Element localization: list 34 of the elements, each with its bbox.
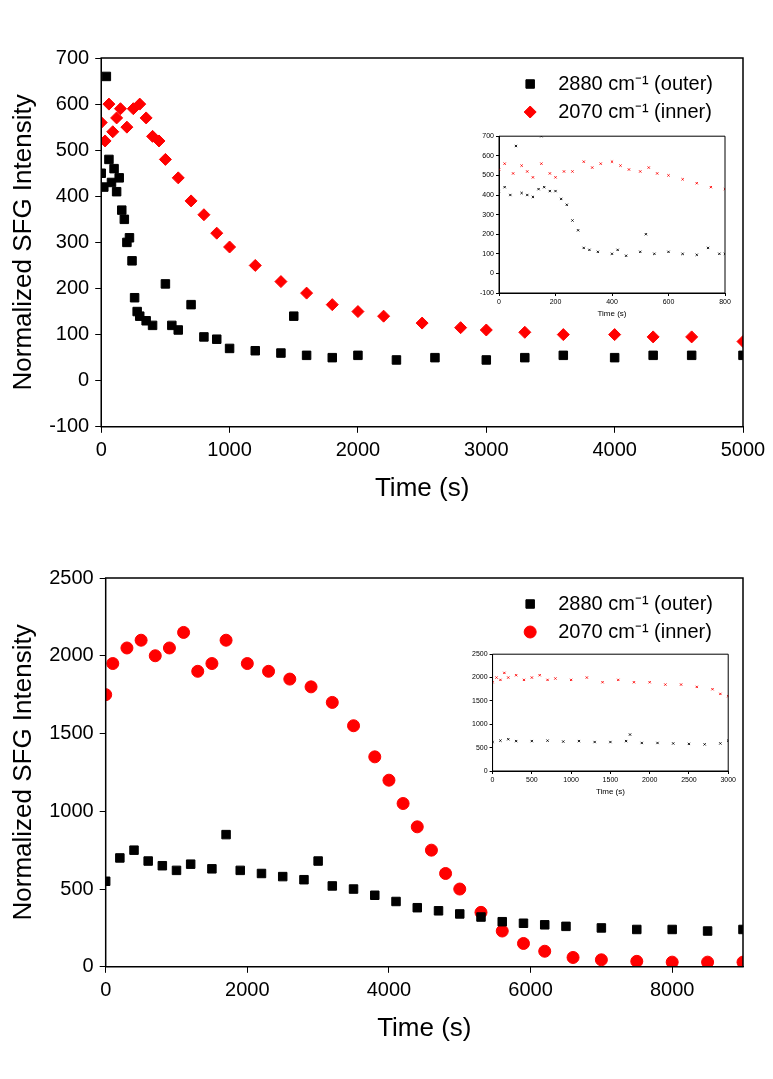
legend-label: 2880 cm⁻¹ (outer) (558, 71, 714, 94)
y-axis-title: Normalized SFG Intensity (6, 94, 37, 391)
x-axis-title: Time (s) (597, 309, 627, 319)
x-tick-label: 2000 (335, 438, 381, 461)
y-tick-label: 700 (55, 45, 90, 68)
x-tick-label: 2000 (225, 978, 270, 1001)
y-axis-title: Normalized SFG Intensity (6, 624, 37, 921)
x-tick-label: 8000 (649, 978, 695, 1001)
y-tick-label: 300 (55, 229, 90, 252)
y-tick-label: 2000 (49, 643, 94, 666)
y-tick-label: 1000 (49, 798, 94, 821)
x-axis-title: Time (s) (374, 471, 470, 502)
x-tick-label: 6000 (508, 978, 553, 1001)
x-tick-label: 4000 (366, 978, 412, 1001)
x-tick-label: 3000 (464, 438, 509, 461)
x-axis-title: Time (s) (377, 1011, 472, 1042)
x-tick-label: 5000 (720, 438, 766, 461)
y-tick-label: 1500 (49, 721, 94, 744)
y-tick-label: 100 (55, 322, 90, 345)
y-tick-label: 500 (60, 876, 94, 899)
y-tick-label: -100 (49, 414, 90, 437)
legend-label: 2070 cm⁻¹ (inner) (558, 99, 712, 122)
y-tick-label: 600 (55, 91, 90, 114)
y-tick-label: 0 (78, 368, 90, 391)
y-tick-label: 500 (55, 137, 90, 160)
y-tick-label: 400 (55, 183, 90, 206)
legend-label: 2880 cm⁻¹ (outer) (558, 591, 714, 614)
x-tick-label: 0 (100, 978, 112, 1001)
y-tick-label: 2500 (49, 565, 94, 588)
x-tick-label: 1000 (207, 438, 252, 461)
y-tick-label: 0 (82, 954, 94, 977)
x-tick-label: 4000 (592, 438, 637, 461)
x-axis-title: Time (s) (595, 787, 626, 797)
legend-label: 2070 cm⁻¹ (inner) (558, 619, 712, 642)
